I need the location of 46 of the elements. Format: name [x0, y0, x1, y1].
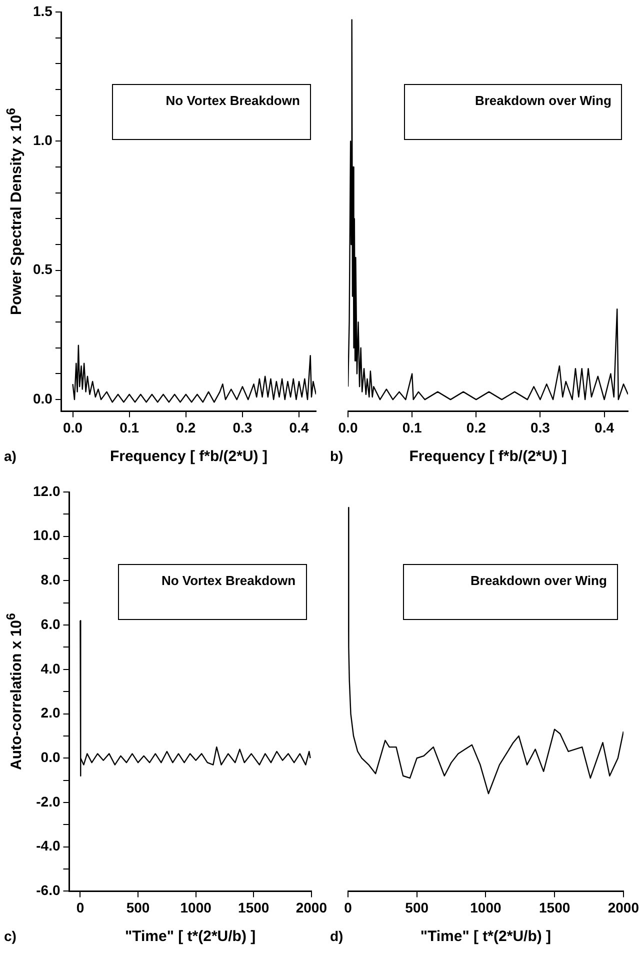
x-tick-label: 0.4 — [594, 419, 614, 436]
x-tick-label: 2000 — [296, 899, 328, 916]
x-tick-label: 1500 — [238, 899, 270, 916]
x-tick-label: 2000 — [608, 899, 640, 916]
x-tick-label: 500 — [405, 899, 429, 916]
x-tick-label: 0 — [76, 899, 84, 916]
y-tick-label: 6.0 — [40, 616, 60, 632]
x-tick-label: 1000 — [470, 899, 502, 916]
x-tick-label: 0.0 — [338, 419, 358, 436]
text: a) — [4, 448, 16, 464]
annotation: Breakdown over Wing — [404, 84, 622, 140]
x-tick-label: 0.3 — [232, 419, 252, 436]
x-tick-label: 0.1 — [402, 419, 422, 436]
x-tick-label: 0.2 — [466, 419, 486, 436]
x-tick-label: 500 — [126, 899, 150, 916]
y-tick-label: 2.0 — [40, 704, 60, 721]
y-tick-label: 12.0 — [33, 482, 60, 499]
x-tick-label: 0.4 — [289, 419, 309, 436]
x-tick-label: 0 — [344, 899, 352, 916]
x-axis-title: Frequency [ f*b/(2*U) ] — [408, 448, 568, 465]
y-tick-label: 4.0 — [40, 660, 60, 676]
y-tick-label: -2.0 — [36, 793, 60, 810]
text: c) — [4, 928, 16, 944]
x-axis-title: "Time" [ t*(2*U/b) ] — [124, 928, 257, 945]
y-tick-label: 1.0 — [32, 132, 53, 148]
annotation: No Vortex Breakdown — [112, 84, 311, 140]
text: b) — [330, 448, 344, 464]
y-tick-label: 0.0 — [32, 390, 53, 406]
x-tick-label: 0.1 — [120, 419, 140, 436]
x-axis-title: Frequency [ f*b/(2*U) ] — [108, 448, 268, 465]
y-tick-label: 10.0 — [33, 527, 60, 544]
annotation: No Vortex Breakdown — [118, 564, 307, 620]
x-tick-label: 1000 — [180, 899, 212, 916]
y-tick-label: 0.5 — [32, 261, 53, 278]
y-tick-label: -4.0 — [36, 838, 60, 854]
y-tick-label: -6.0 — [36, 882, 60, 898]
text: d) — [330, 928, 344, 944]
y-tick-label: 0.0 — [40, 748, 60, 765]
x-axis-title: "Time" [ t*(2*U/b) ] — [419, 928, 552, 945]
annotation: Breakdown over Wing — [403, 564, 618, 620]
y-tick-label: 8.0 — [40, 572, 60, 588]
x-tick-label: 0.2 — [176, 419, 196, 436]
y-tick-label: 1.5 — [32, 2, 53, 19]
x-tick-label: 0.0 — [63, 419, 83, 436]
x-tick-label: 0.3 — [530, 419, 550, 436]
x-tick-label: 1500 — [538, 899, 570, 916]
